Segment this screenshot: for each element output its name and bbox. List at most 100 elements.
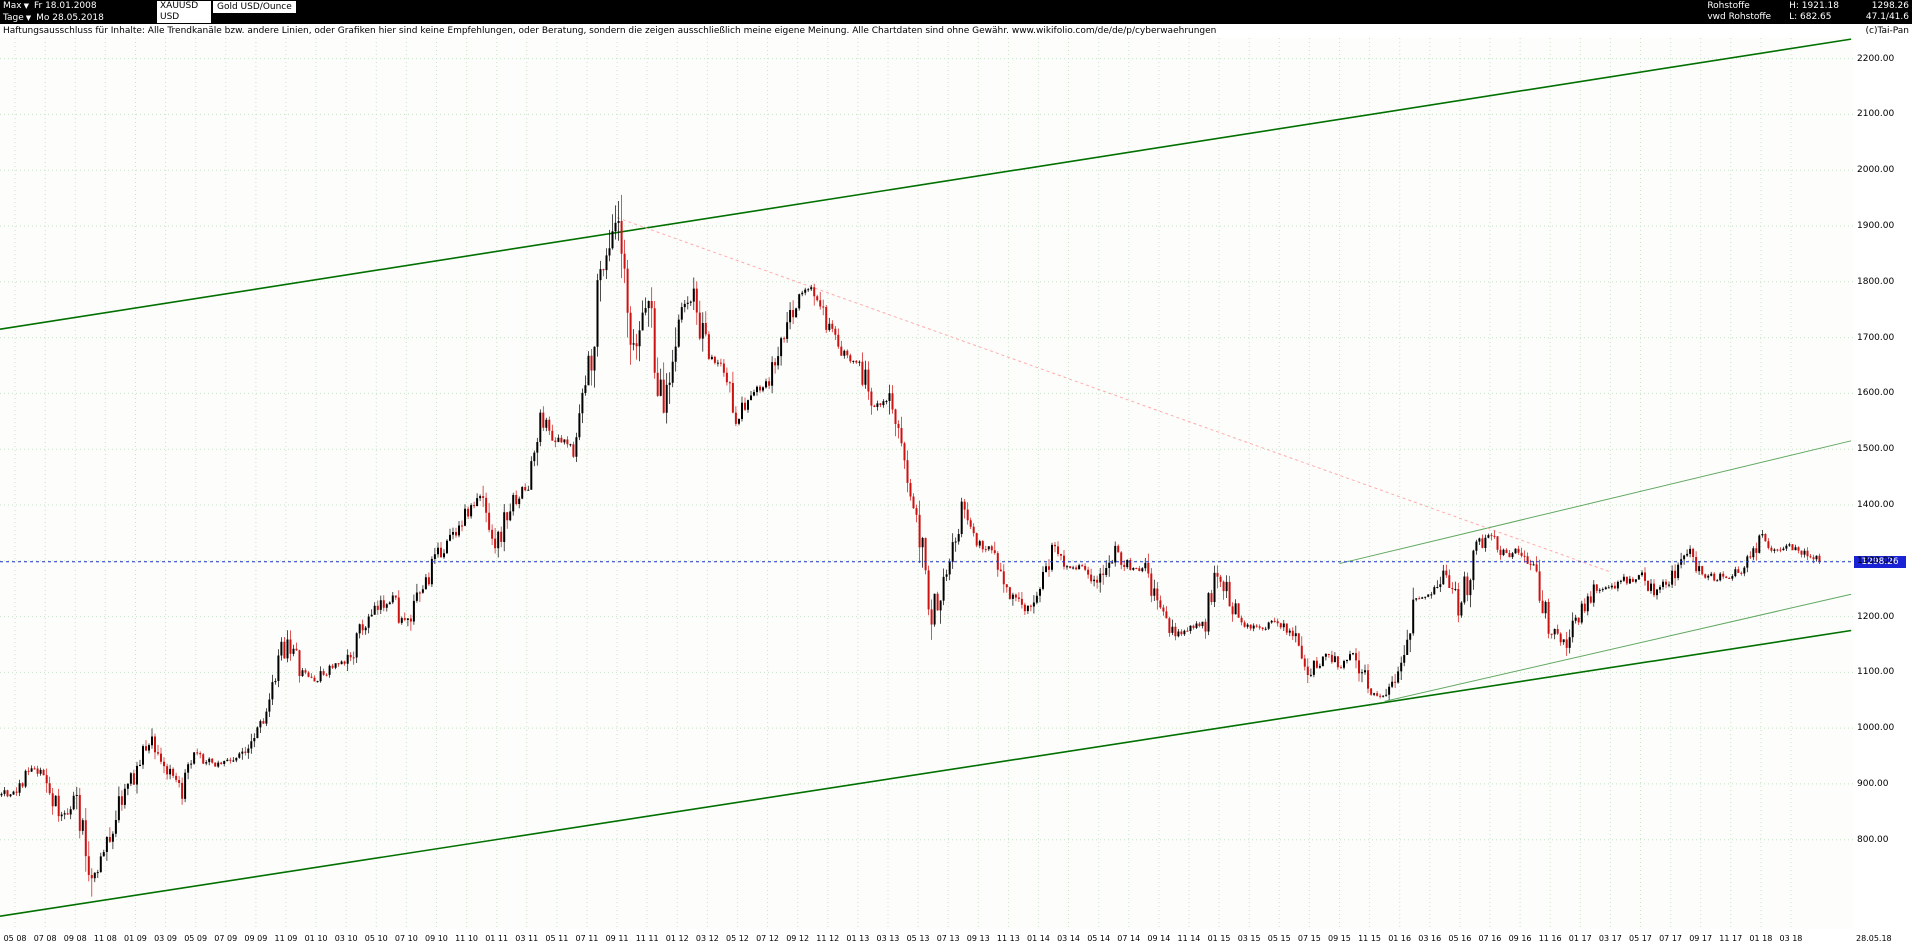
y-axis-label: 1100.00 xyxy=(1857,667,1895,678)
x-axis-label: 03 16 xyxy=(1418,934,1442,943)
x-axis-label: 07 09 xyxy=(214,934,238,943)
x-axis-label: 03 14 xyxy=(1057,934,1080,943)
x-axis-label: 11 14 xyxy=(1177,934,1201,943)
x-axis-label: 01 09 xyxy=(123,934,147,943)
x-axis-label: 05 08 xyxy=(3,934,27,943)
x-axis-label: 07 14 xyxy=(1117,934,1141,943)
y-axis-label: 1400.00 xyxy=(1857,499,1895,510)
x-axis-label: 11 15 xyxy=(1358,934,1381,943)
x-axis-label: 11 16 xyxy=(1538,934,1562,943)
x-axis-label: 01 17 xyxy=(1568,934,1592,943)
candle-bodies-down xyxy=(6,221,1821,879)
chevron-down-icon: ▼ xyxy=(23,2,29,10)
x-axis-label: 07 17 xyxy=(1659,934,1682,943)
x-axis-label: 07 10 xyxy=(394,934,418,943)
quote-info: Rohstoffe H: 1921.18 1298.26 vwd Rohstof… xyxy=(1704,0,1912,24)
y-axis-label: 1200.00 xyxy=(1857,611,1895,622)
disclaimer-bar: Haftungsausschluss für Inhalte: Alle Tre… xyxy=(0,24,1912,38)
x-axis-label: 03 17 xyxy=(1598,934,1622,943)
x-axis-label: 01 12 xyxy=(665,934,689,943)
y-axis-label: 900.00 xyxy=(1857,778,1889,789)
instrument-name: Gold USD/Ounce xyxy=(213,1,296,13)
y-axis-label: 1800.00 xyxy=(1857,276,1895,287)
copyright-label: (c)Tai-Pan xyxy=(1865,26,1909,36)
x-axis-label: 09 15 xyxy=(1327,934,1351,943)
grid-horizontal-lines xyxy=(0,58,1853,841)
x-axis-label: 11 11 xyxy=(635,934,659,943)
x-axis-label: 05 16 xyxy=(1448,934,1472,943)
inner-rising-line-flat xyxy=(1384,593,1852,702)
candle-bodies-up xyxy=(0,221,1818,879)
x-axis-label: 03 09 xyxy=(154,934,177,943)
time-axis: 28.05.18 05 08 07 08 09 08 11 08 01 09 03 09 0… xyxy=(0,929,1912,952)
y-axis-label: 2200.00 xyxy=(1857,53,1895,64)
period-selector[interactable]: Tage ▼ xyxy=(3,12,31,24)
disclaimer-text: Haftungsausschluss für Inhalte: Alle Tre… xyxy=(3,26,1217,36)
y-axis-label: 800.00 xyxy=(1857,834,1889,845)
x-axis-label: 03 15 xyxy=(1237,934,1261,943)
y-axis-label: 1700.00 xyxy=(1857,332,1895,343)
x-axis-label: 09 14 xyxy=(1147,934,1171,943)
x-axis-label: 07 11 xyxy=(575,934,599,943)
x-axis-label: 01 11 xyxy=(485,934,509,943)
x-axis-label: 09 11 xyxy=(605,934,629,943)
x-axis-label: 09 09 xyxy=(244,934,268,943)
chevron-down-icon: ▼ xyxy=(25,14,32,22)
y-axis-label: 1000.00 xyxy=(1857,723,1895,734)
low-value: L: 682.65 xyxy=(1789,12,1832,22)
x-axis-label: 01 10 xyxy=(304,934,328,943)
period-selector-label: Tage xyxy=(3,13,24,23)
x-axis-label: 05 10 xyxy=(364,934,388,943)
x-axis-label: 01 16 xyxy=(1388,934,1412,943)
y-axis-label: 2100.00 xyxy=(1857,109,1895,120)
symbol-value: XAUUSD xyxy=(160,1,199,11)
x-axis-label: 11 17 xyxy=(1719,934,1743,943)
y-axis-label: 1500.00 xyxy=(1857,444,1895,455)
inner-rising-line-steep xyxy=(1339,440,1852,565)
x-axis-label: 05 17 xyxy=(1628,934,1652,943)
x-axis-label: 05 13 xyxy=(906,934,930,943)
x-axis-label: 09 17 xyxy=(1689,934,1713,943)
candle-wicks-down xyxy=(7,194,1820,897)
x-axis-label: 09 13 xyxy=(966,934,990,943)
x-axis-label: 01 13 xyxy=(846,934,870,943)
symbol-input[interactable]: XAUUSD USD xyxy=(157,1,211,23)
provider-label: vwd Rohstoffe xyxy=(1707,12,1772,22)
downtrend-line xyxy=(616,217,1611,573)
x-axis-label: 01 15 xyxy=(1207,934,1231,943)
last-price-value: 1298.26 xyxy=(1871,1,1909,11)
x-axis-label: 09 12 xyxy=(786,934,810,943)
x-axis-label: 03 13 xyxy=(876,934,900,943)
range-end-date: Mo 28.05.2018 xyxy=(36,13,104,23)
x-axis-end-label: 28.05.18 xyxy=(1856,934,1892,943)
x-axis-label: 03 10 xyxy=(334,934,358,943)
x-axis-label: 03 18 xyxy=(1779,934,1803,943)
toolbar: Max ▼ Fr 18.01.2008 Tage ▼ Mo 28.05.2018… xyxy=(0,0,1912,24)
category-label: Rohstoffe xyxy=(1707,1,1750,11)
x-axis-label: 03 12 xyxy=(695,934,719,943)
x-axis-label: 05 09 xyxy=(184,934,208,943)
y-axis-label: 1600.00 xyxy=(1857,388,1895,399)
range-start-date: Fr 18.01.2008 xyxy=(34,1,97,11)
y-axis-label: 1900.00 xyxy=(1857,221,1895,232)
x-axis-label: 05 12 xyxy=(725,934,749,943)
x-axis-label: 05 15 xyxy=(1267,934,1291,943)
range-controls: Max ▼ Fr 18.01.2008 Tage ▼ Mo 28.05.2018 xyxy=(0,0,155,24)
y-axis-label: 1300.00 xyxy=(1857,555,1895,566)
x-axis-label: 07 16 xyxy=(1478,934,1502,943)
x-axis-label: 11 09 xyxy=(274,934,298,943)
price-chart-canvas[interactable] xyxy=(0,38,1853,929)
high-value: H: 1921.18 xyxy=(1789,1,1839,11)
x-axis-label: 07 12 xyxy=(756,934,779,943)
x-axis-label: 09 10 xyxy=(424,934,448,943)
x-axis-label: 05 11 xyxy=(545,934,569,943)
range-selector[interactable]: Max ▼ xyxy=(3,0,29,12)
chart-area: 1298.26 2200.00 2100.00 2000.00 1900.00 1800… xyxy=(0,38,1912,952)
lower-channel-line xyxy=(0,629,1852,917)
indicator-values: 47.1/41.6 xyxy=(1865,12,1909,22)
x-axis-label: 01 14 xyxy=(1026,934,1050,943)
y-axis-label: 2000.00 xyxy=(1857,165,1895,176)
x-axis-label: 05 14 xyxy=(1087,934,1111,943)
upper-channel-line xyxy=(0,38,1852,331)
last-price-tag: 1298.26 xyxy=(1854,555,1906,568)
